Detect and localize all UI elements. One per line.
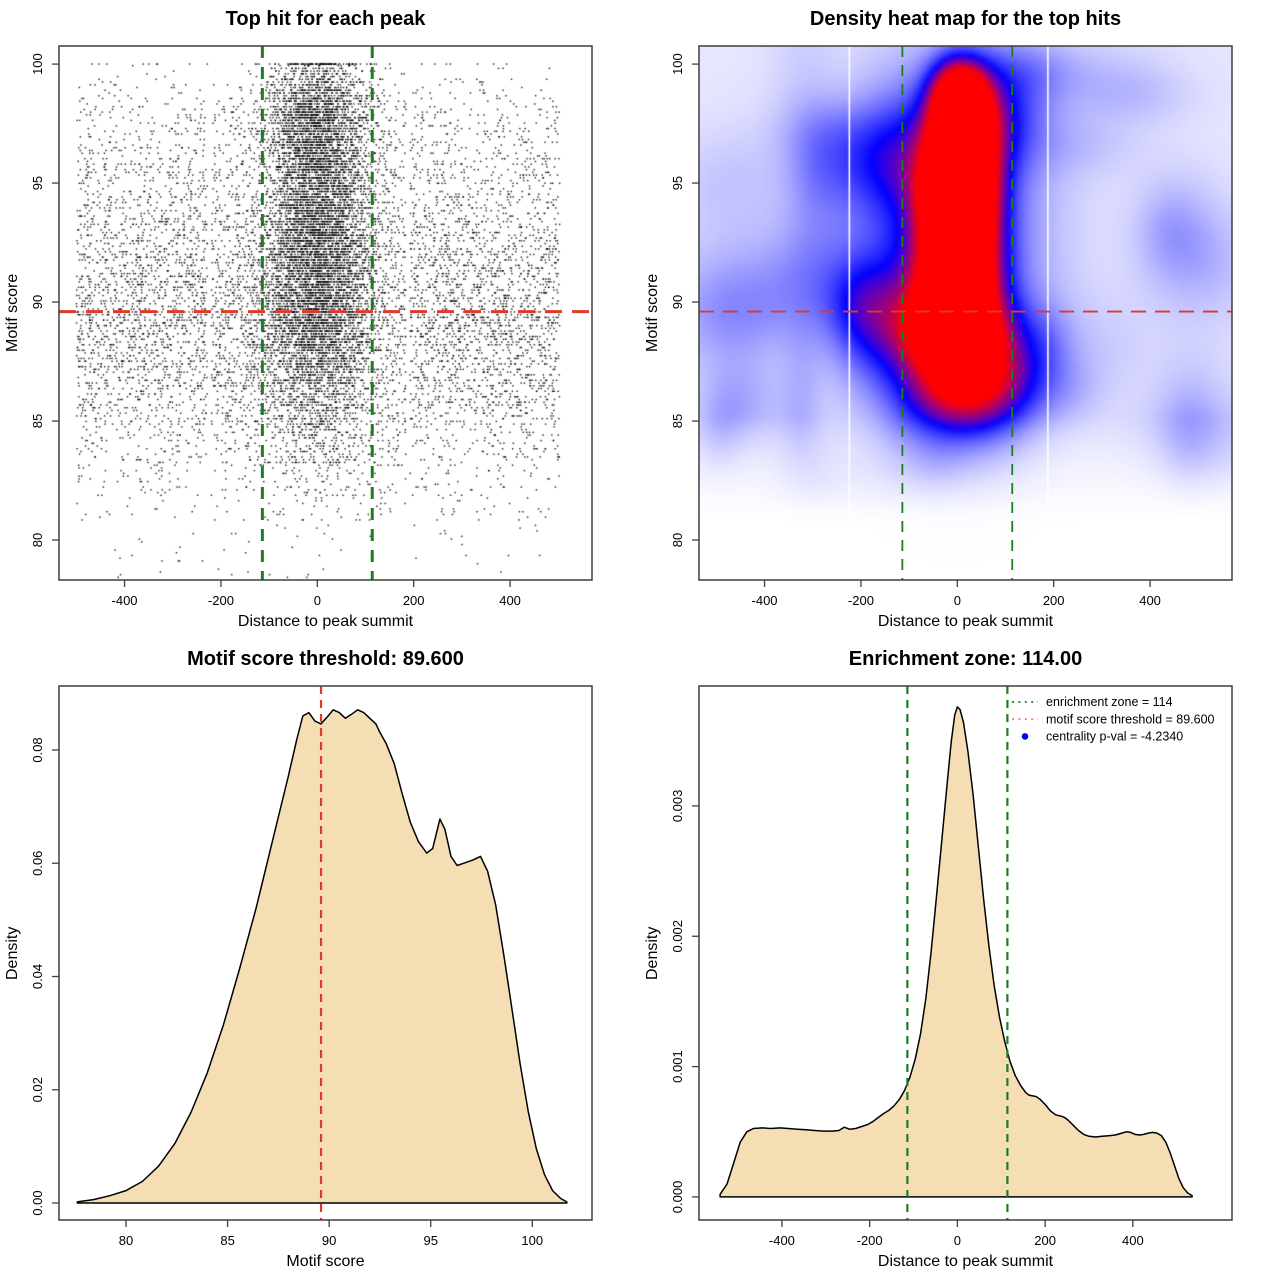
panel-density-heatmap: -400 -200 0 200 400 80 85 90 95 100 Density heat … (640, 0, 1280, 640)
svg-text:100: 100 (670, 53, 685, 75)
svg-text:80: 80 (119, 1233, 133, 1248)
svg-text:100: 100 (30, 53, 45, 75)
svg-text:motif score threshold = 89.600: motif score threshold = 89.600 (1046, 712, 1215, 726)
svg-text:-400: -400 (769, 1233, 795, 1248)
svg-text:0.003: 0.003 (670, 790, 685, 823)
x-axis-label: Motif score (286, 1253, 365, 1270)
panel-score-density: 80 85 90 95 100 0.00 0.02 0.04 0.06 0.08 Motif sc… (0, 640, 640, 1280)
svg-text:400: 400 (1139, 593, 1161, 608)
svg-text:0.000: 0.000 (670, 1181, 685, 1214)
svg-text:0.04: 0.04 (30, 964, 45, 989)
chart-title: Motif score threshold: 89.600 (187, 648, 464, 670)
chart-title: Top hit for each peak (225, 8, 426, 30)
scatter-points-canvas (0, 0, 640, 640)
svg-text:0.02: 0.02 (30, 1077, 45, 1102)
svg-text:85: 85 (670, 414, 685, 428)
svg-text:80: 80 (670, 533, 685, 547)
svg-text:90: 90 (322, 1233, 336, 1248)
svg-text:0.00: 0.00 (30, 1190, 45, 1215)
svg-text:-400: -400 (112, 593, 138, 608)
svg-text:85: 85 (220, 1233, 234, 1248)
svg-text:95: 95 (423, 1233, 437, 1248)
x-axis-label: Distance to peak summit (877, 1253, 1054, 1270)
svg-text:0: 0 (954, 1233, 961, 1248)
svg-text:95: 95 (30, 176, 45, 190)
svg-text:enrichment zone = 114: enrichment zone = 114 (1046, 695, 1173, 709)
heatmap-canvas (640, 0, 1280, 640)
svg-text:0.002: 0.002 (670, 920, 685, 953)
x-axis-label: Distance to peak summit (877, 613, 1054, 630)
score-density-svg: 80 85 90 95 100 0.00 0.02 0.04 0.06 0.08 (30, 685, 593, 1248)
svg-text:200: 200 (403, 593, 425, 608)
svg-text:0.06: 0.06 (30, 851, 45, 876)
svg-text:200: 200 (1043, 593, 1065, 608)
svg-text:80: 80 (30, 533, 45, 547)
svg-text:95: 95 (670, 176, 685, 190)
scatter-axes-svg: -400 -200 0 200 400 80 85 90 95 100 (30, 45, 593, 608)
svg-text:0: 0 (314, 593, 321, 608)
panel-distance-density: -400 -200 0 200 400 0.000 0.001 0.002 0.003 enric… (640, 640, 1280, 1280)
svg-text:centrality p-val = -4.2340: centrality p-val = -4.2340 (1046, 730, 1183, 744)
y-axis-label: Motif score (644, 273, 661, 353)
distance-density-svg: -400 -200 0 200 400 0.000 0.001 0.002 0.003 enric… (670, 685, 1233, 1248)
svg-text:-200: -200 (848, 593, 874, 608)
x-axis-label: Distance to peak summit (237, 613, 414, 630)
svg-text:90: 90 (670, 295, 685, 309)
svg-text:200: 200 (1034, 1233, 1056, 1248)
svg-text:-200: -200 (857, 1233, 883, 1248)
chart-title: Enrichment zone: 114.00 (848, 648, 1083, 670)
svg-text:-400: -400 (752, 593, 778, 608)
y-axis-label: Density (4, 926, 21, 980)
svg-text:0: 0 (954, 593, 961, 608)
svg-text:400: 400 (499, 593, 521, 608)
svg-text:-200: -200 (208, 593, 234, 608)
svg-text:400: 400 (1122, 1233, 1144, 1248)
svg-text:100: 100 (521, 1233, 543, 1248)
panel-top-hits-scatter: -400 -200 0 200 400 80 85 90 95 100 Top hit for e… (0, 0, 640, 640)
svg-text:0.001: 0.001 (670, 1050, 685, 1083)
chart-title: Density heat map for the top hits (809, 8, 1122, 30)
svg-text:90: 90 (30, 295, 45, 309)
y-axis-label: Motif score (4, 273, 21, 353)
heatmap-axes-svg: -400 -200 0 200 400 80 85 90 95 100 (670, 45, 1233, 608)
svg-text:85: 85 (30, 414, 45, 428)
y-axis-label: Density (644, 926, 661, 980)
svg-text:0.08: 0.08 (30, 737, 45, 762)
